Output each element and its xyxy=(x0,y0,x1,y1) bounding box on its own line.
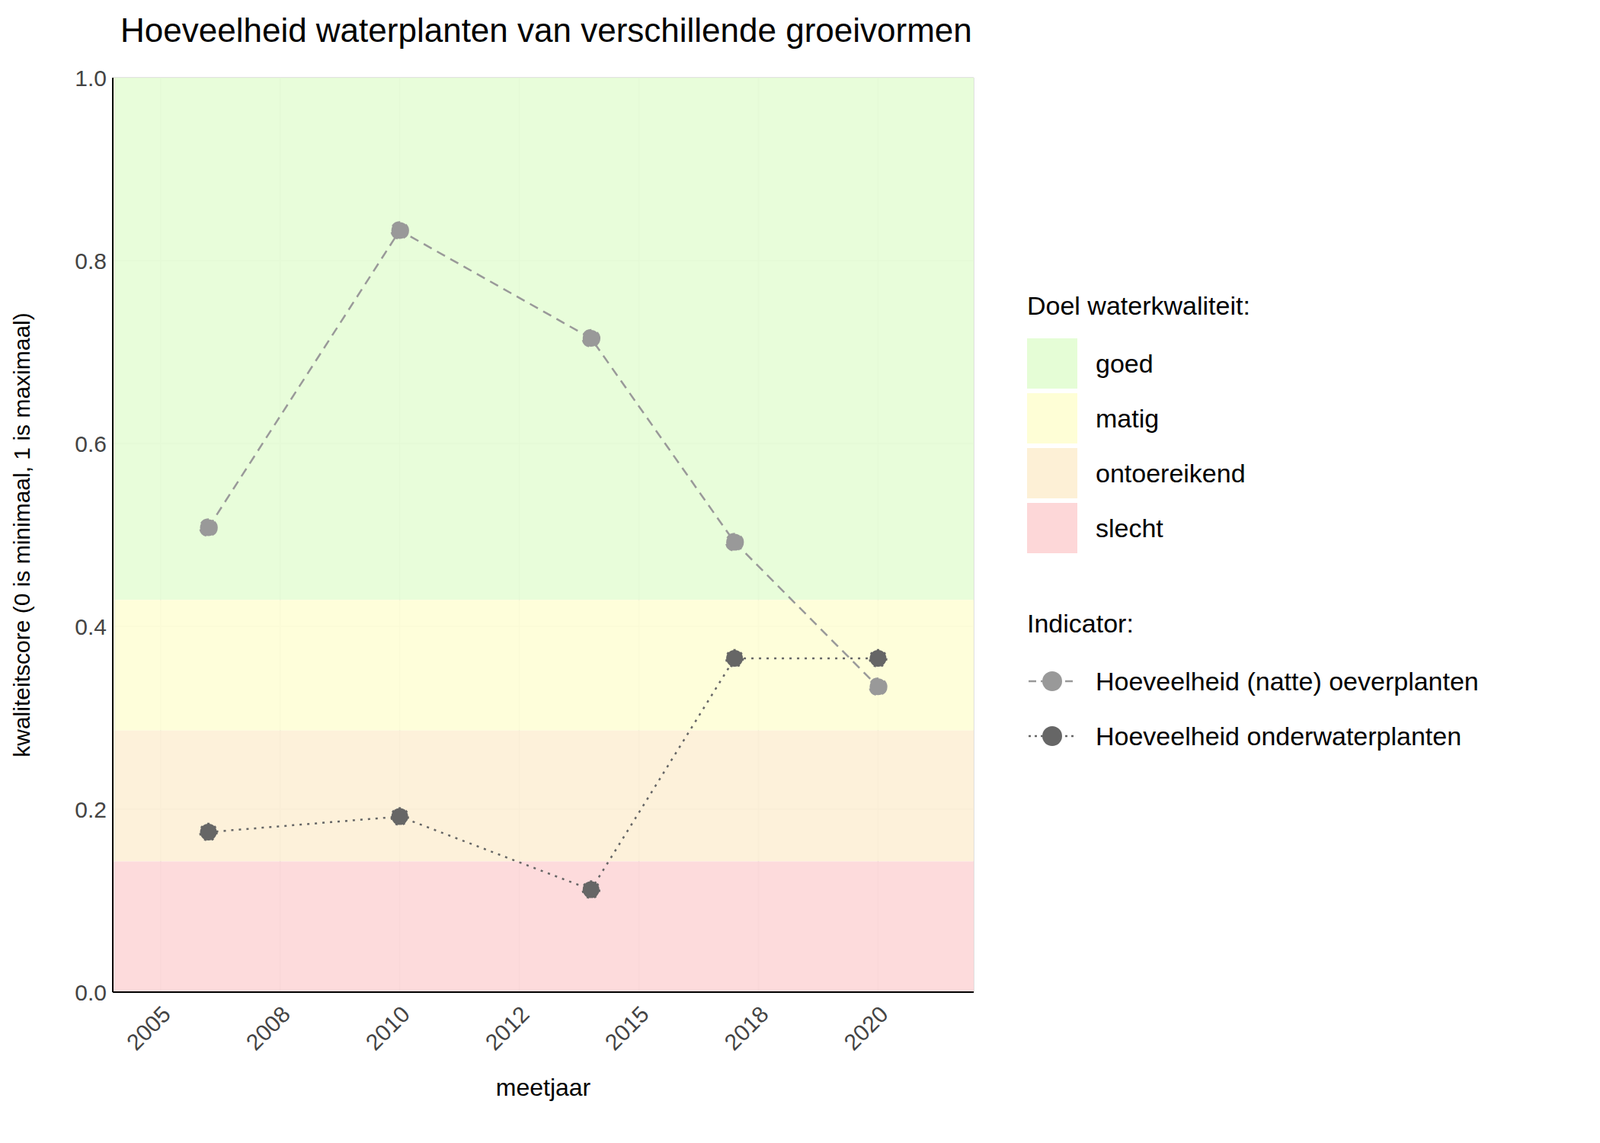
svg-text:2008: 2008 xyxy=(240,1001,295,1056)
svg-text:2012: 2012 xyxy=(480,1001,535,1056)
svg-text:2010: 2010 xyxy=(360,1001,415,1056)
svg-text:1.0: 1.0 xyxy=(74,65,107,91)
html-text:ontoereikend: ontoereikend xyxy=(1095,458,1246,488)
html-text:Hoeveelheid onderwaterplanten: Hoeveelheid onderwaterplanten xyxy=(1095,721,1462,751)
html-text:Doel waterkwaliteit:: Doel waterkwaliteit: xyxy=(1027,291,1251,320)
html-text:Indicator:: Indicator: xyxy=(1027,608,1134,638)
svg-text:2015: 2015 xyxy=(599,1001,654,1056)
html-text:Hoeveelheid waterplanten van v: Hoeveelheid waterplanten van verschillen… xyxy=(120,11,973,49)
svg-text:0.4: 0.4 xyxy=(74,614,107,640)
svg-text:kwaliteitscore (0 is minimaal,: kwaliteitscore (0 is minimaal, 1 is maxi… xyxy=(9,312,35,757)
svg-text:0.8: 0.8 xyxy=(74,248,107,274)
svg-text:0.6: 0.6 xyxy=(74,431,107,457)
html-text:matig: matig xyxy=(1095,403,1159,433)
svg-text:0.2: 0.2 xyxy=(74,796,107,823)
svg-text:2018: 2018 xyxy=(719,1001,774,1056)
svg-text:2005: 2005 xyxy=(121,1001,176,1056)
html-text:slecht: slecht xyxy=(1095,513,1164,543)
svg-text:meetjaar: meetjaar xyxy=(496,1073,592,1101)
html-text:Hoeveelheid (natte) oeverplant: Hoeveelheid (natte) oeverplanten xyxy=(1095,666,1479,696)
svg-text:2020: 2020 xyxy=(838,1001,893,1056)
html-text:goed: goed xyxy=(1095,348,1154,378)
svg-text:0.0: 0.0 xyxy=(74,979,107,1005)
